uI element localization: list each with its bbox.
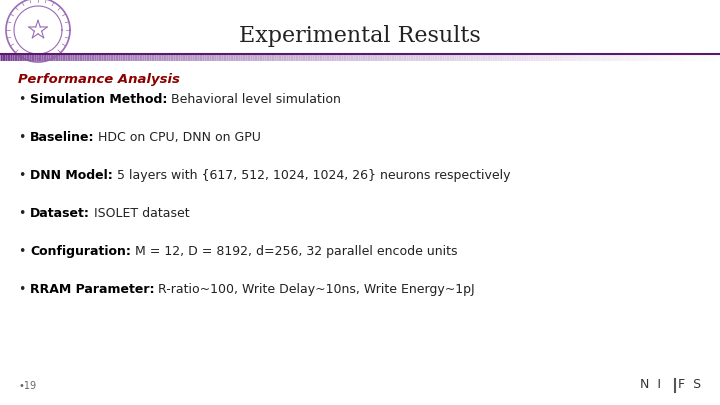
Text: Configuration:: Configuration: [30,245,131,258]
Text: Performance Analysis: Performance Analysis [18,73,180,86]
Text: HDC on CPU, DNN on GPU: HDC on CPU, DNN on GPU [94,131,261,144]
Text: M = 12, D = 8192, d=256, 32 parallel encode units: M = 12, D = 8192, d=256, 32 parallel enc… [131,245,457,258]
Text: •: • [18,245,25,258]
Text: F  S: F S [678,378,701,391]
Text: •: • [18,207,25,220]
Text: R-ratio~100, Write Delay~10ns, Write Energy~1pJ: R-ratio~100, Write Delay~10ns, Write Ene… [155,283,475,296]
Text: •: • [18,93,25,106]
Text: DNN Model:: DNN Model: [30,169,113,182]
Text: ISOLET dataset: ISOLET dataset [90,207,189,220]
Text: Experimental Results: Experimental Results [239,25,481,47]
Text: Behavioral level simulation: Behavioral level simulation [167,93,341,106]
Text: N  I: N I [640,378,661,391]
Text: RRAM Parameter:: RRAM Parameter: [30,283,155,296]
Text: Baseline:: Baseline: [30,131,94,144]
Text: 5 layers with {617, 512, 1024, 1024, 26} neurons respectively: 5 layers with {617, 512, 1024, 1024, 26}… [113,169,510,182]
Text: Dataset:: Dataset: [30,207,90,220]
Text: Simulation Method:: Simulation Method: [30,93,167,106]
Text: •: • [18,131,25,144]
Text: •: • [18,283,25,296]
Text: •: • [18,169,25,182]
Text: •19: •19 [18,381,36,391]
